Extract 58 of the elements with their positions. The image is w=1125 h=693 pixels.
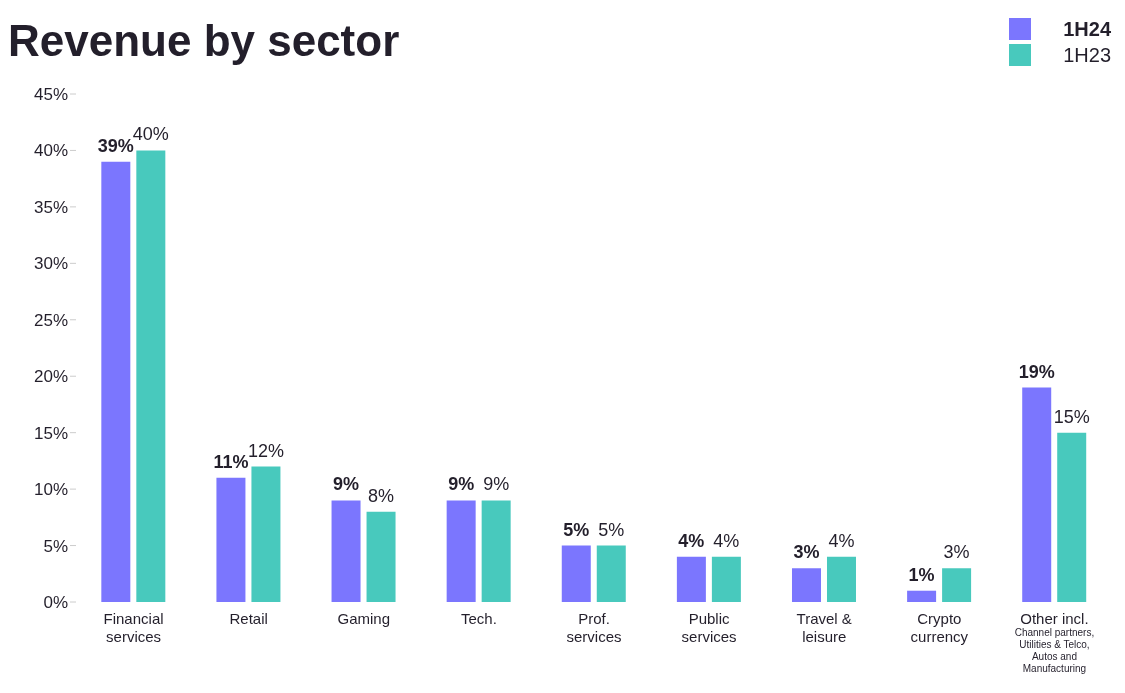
chart-title: Revenue by sector — [8, 16, 400, 66]
bar — [1057, 432, 1087, 602]
data-label: 3% — [793, 542, 820, 563]
y-tick-label: 5% — [43, 536, 68, 556]
x-tick-label: Prof. services — [566, 610, 622, 645]
x-tick-label: Crypto currency — [910, 610, 969, 645]
bar — [331, 500, 361, 602]
y-tick-label: 0% — [43, 593, 68, 613]
data-label: 1% — [908, 564, 935, 585]
x-tick-label: Public services — [681, 610, 737, 645]
bar — [561, 545, 591, 602]
data-label: 4% — [678, 530, 705, 551]
data-label: 5% — [598, 519, 625, 540]
data-label: 5% — [563, 519, 590, 540]
data-label: 40% — [132, 124, 169, 145]
x-tick-label: Tech. — [460, 610, 497, 627]
data-label: 9% — [483, 474, 510, 495]
bar — [1022, 387, 1052, 602]
bar — [136, 150, 166, 602]
bar — [596, 545, 626, 602]
y-tick-label: 40% — [33, 141, 68, 161]
data-label: 39% — [97, 135, 134, 156]
bar — [907, 590, 937, 602]
bar — [101, 161, 131, 602]
data-label: 8% — [368, 485, 395, 506]
bar — [446, 500, 476, 602]
bar — [251, 466, 281, 602]
x-tick-label: Gaming — [337, 610, 391, 627]
data-label: 4% — [713, 530, 740, 551]
data-label: 12% — [247, 440, 284, 461]
bar — [481, 500, 511, 602]
y-tick-label: 30% — [33, 254, 68, 274]
legend-label: 1H23 — [1063, 43, 1111, 67]
bar — [676, 556, 706, 602]
y-tick-label: 10% — [33, 480, 68, 500]
bar — [791, 568, 821, 602]
data-label: 3% — [943, 542, 970, 563]
bar — [711, 556, 741, 602]
data-label: 9% — [333, 474, 360, 495]
y-tick-label: 25% — [33, 310, 68, 330]
bar — [366, 511, 396, 602]
bar — [942, 568, 972, 602]
bar — [216, 477, 246, 602]
y-tick-label: 35% — [33, 197, 68, 217]
y-tick-label: 45% — [33, 85, 68, 105]
x-tick-label: Other incl. Channel partners, Utilities & Telco, Autos and Manufacturing — [1014, 610, 1095, 674]
data-label: 15% — [1053, 406, 1090, 427]
legend-label: 1H24 — [1063, 17, 1111, 41]
x-tick-label: Financial services — [103, 610, 164, 645]
bar — [826, 556, 856, 602]
x-tick-label: Travel & leisure — [796, 610, 852, 645]
y-tick-label: 20% — [33, 367, 68, 387]
x-tick-label: Retail — [229, 610, 268, 627]
y-tick-label: 15% — [33, 423, 68, 443]
data-label: 9% — [448, 474, 475, 495]
data-label: 4% — [828, 530, 855, 551]
data-label: 19% — [1018, 361, 1055, 382]
data-label: 11% — [213, 451, 249, 472]
